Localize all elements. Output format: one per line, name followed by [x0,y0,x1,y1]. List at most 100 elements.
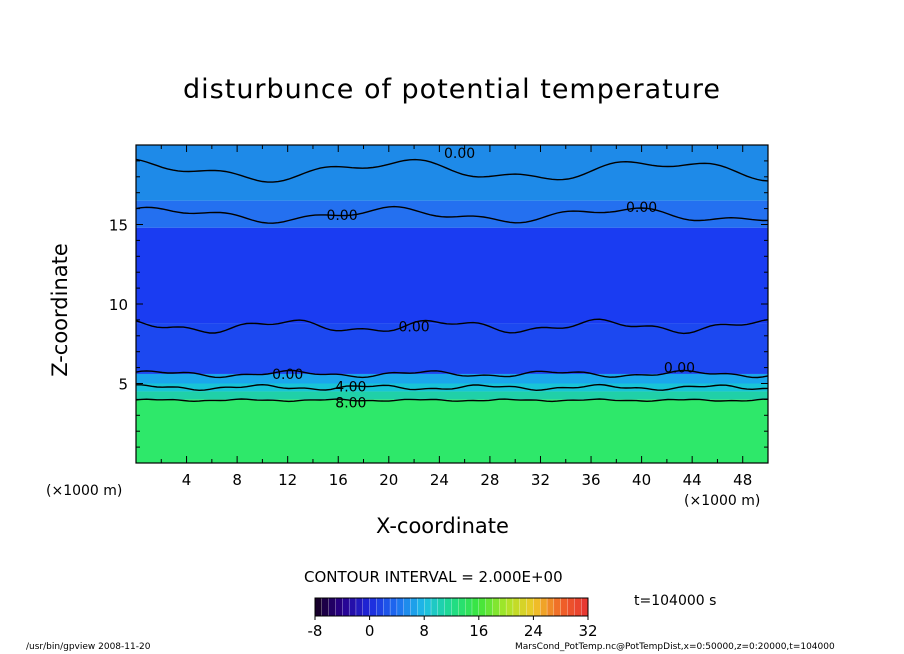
x-tick-label-40: 40 [632,471,651,489]
colorbar-cell [410,597,419,617]
contour-label-2: 0.00 [626,200,657,216]
heatmap-band-4 [136,323,768,374]
contour-label-5: 0.00 [664,361,695,377]
colorbar-cell [519,597,528,617]
colorbar-cell [581,597,589,617]
heatmap-band-3 [136,373,768,384]
colorbar-cell [492,597,500,617]
x-tick-label-4: 4 [182,471,192,489]
x-axis-ticks: 4 8 12 16 20 24 28 32 36 40 44 48 [160,145,752,489]
colorbar-cell [369,597,378,617]
colorbar-cell [417,597,425,617]
heatmap-band-2 [136,383,768,392]
contour-label-0: 0.00 [444,146,475,162]
colorbar-cell [540,597,548,617]
colorbar-label-8: 8 [419,622,429,640]
contour-line-0-low [136,369,768,379]
colorbar-label-16: 16 [469,622,488,640]
contour-label-4: 0.00 [272,367,303,383]
colorbar-cell [348,597,357,617]
heatmap-band-7 [136,145,768,201]
colorbar-cell [437,597,446,617]
colorbar-cell [342,597,350,617]
colorbar-cell [335,597,343,617]
x-axis-unit-right: (×1000 m) [684,493,761,509]
colorbar-label--8: -8 [308,622,323,640]
time-label: t=104000 s [634,593,717,609]
contour-label-3: 0.00 [398,319,429,335]
y-axis-label: Z-coordinate [48,243,72,377]
colorbar-cell [560,597,569,617]
contour-line-8 [136,398,768,403]
colorbar-cell [485,597,494,617]
colorbar: -8 0 8 16 24 32 [308,597,598,640]
heatmap-band-5 [136,227,768,324]
colorbar-cell [505,597,514,617]
colorbar-cell [499,597,507,617]
colorbar-cell [512,597,521,617]
colorbar-cell [451,597,459,617]
colorbar-cell [403,597,412,617]
colorbar-cell [444,597,453,617]
x-tick-label-44: 44 [683,471,702,489]
colorbar-cell [546,597,555,617]
x-tick-label-36: 36 [581,471,600,489]
colorbar-cell [328,597,337,617]
colorbar-cell [471,597,480,617]
colorbar-label-32: 32 [578,622,597,640]
x-tick-label-8: 8 [232,471,242,489]
heatmap-bands [136,145,768,463]
y-tick-label-15: 15 [109,217,128,235]
colorbar-cell [567,597,576,617]
x-axis-label: X-coordinate [376,514,509,538]
colorbar-cell [533,597,541,617]
colorbar-cell [362,597,371,617]
x-tick-label-32: 32 [531,471,550,489]
heatmap-band-6 [136,200,768,228]
contour-line-0-mid [136,318,768,335]
footer-command: /usr/bin/gpview 2008-11-20 [26,642,151,652]
colorbar-cell [424,597,432,617]
colorbar-cell [553,597,562,617]
x-tick-label-12: 12 [278,471,297,489]
colorbar-cell [430,597,439,617]
contour-line-4 [136,383,768,392]
colorbar-cell [383,597,391,617]
x-tick-label-16: 16 [329,471,348,489]
colorbar-cell [376,597,384,617]
heatmap-band-1 [136,391,768,400]
contour-line-0-top [136,158,768,183]
colorbar-cell [526,597,535,617]
colorbar-cell [321,597,330,617]
colorbar-cell [396,597,405,617]
x-tick-label-48: 48 [733,471,752,489]
contour-labels: 0.00 0.00 0.00 0.00 0.00 0.00 4.008.00 [272,146,695,412]
x-tick-label-24: 24 [430,471,449,489]
colorbar-cell [574,597,582,617]
colorbar-cell [464,597,473,617]
x-tick-label-20: 20 [379,471,398,489]
colorbar-cell [389,597,398,617]
x-tick-label-28: 28 [480,471,499,489]
y-tick-label-5: 5 [118,376,128,394]
contour-line-0-upper [136,205,768,224]
contour-interval-label: CONTOUR INTERVAL = 2.000E+00 [304,568,563,586]
x-axis-unit-left: (×1000 m) [46,483,123,499]
heatmap-band-0 [136,399,768,463]
chart-title: disturbunce of potential temperature [183,74,721,105]
contour-label-6: 4.00 [335,380,366,396]
colorbar-cell [355,597,364,617]
contour-lines [136,158,768,403]
colorbar-cell [314,597,323,617]
contour-label-7: 8.00 [335,396,366,412]
colorbar-cell [478,597,487,617]
footer-source: MarsCond_PotTemp.nc@PotTempDist,x=0:5000… [515,642,835,652]
contour-label-1: 0.00 [326,208,357,224]
colorbar-label-0: 0 [365,622,375,640]
y-tick-label-10: 10 [109,296,128,314]
colorbar-frame [314,597,589,617]
colorbar-label-24: 24 [524,622,543,640]
y-axis-ticks: 5 10 15 [109,160,768,448]
colorbar-cell [458,597,466,617]
